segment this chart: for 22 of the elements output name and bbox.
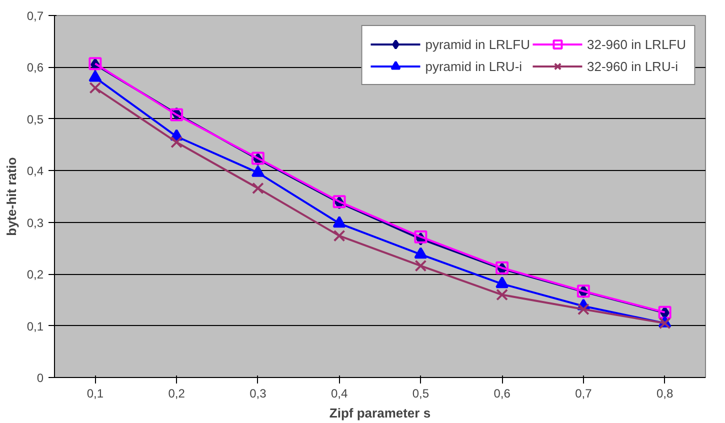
y-tick-label: 0,3: [26, 216, 44, 230]
y-tick-label: 0,2: [26, 268, 44, 282]
x-tick-label: 0,3: [250, 386, 267, 400]
y-tick-label: 0,4: [26, 164, 44, 178]
y-tick-label: 0: [36, 371, 44, 385]
y-tick-label: 0,1: [26, 319, 44, 334]
y-axis-title: byte-hit ratio: [4, 157, 19, 236]
legend-label: 32-960 in LRU-i: [587, 58, 678, 74]
legend-label: 32-960 in LRLFU: [587, 36, 686, 52]
x-tick-label: 0,6: [494, 386, 511, 400]
y-tick-label: 0,5: [26, 112, 44, 126]
y-tick-label: 0,7: [26, 9, 44, 23]
x-tick-label: 0,7: [575, 386, 592, 400]
x-tick-label: 0,8: [656, 386, 674, 400]
x-tick-label: 0,4: [330, 386, 348, 400]
x-tick-label: 0,2: [168, 386, 186, 400]
legend-label: pyramid in LRLFU: [425, 36, 530, 52]
legend-label: pyramid in LRU-i: [425, 58, 522, 74]
y-tick-label: 0,6: [26, 60, 44, 75]
x-axis-title: Zipf parameter s: [329, 406, 431, 420]
x-tick-label: 0,1: [86, 386, 104, 400]
x-tick-label: 0,5: [412, 386, 430, 400]
